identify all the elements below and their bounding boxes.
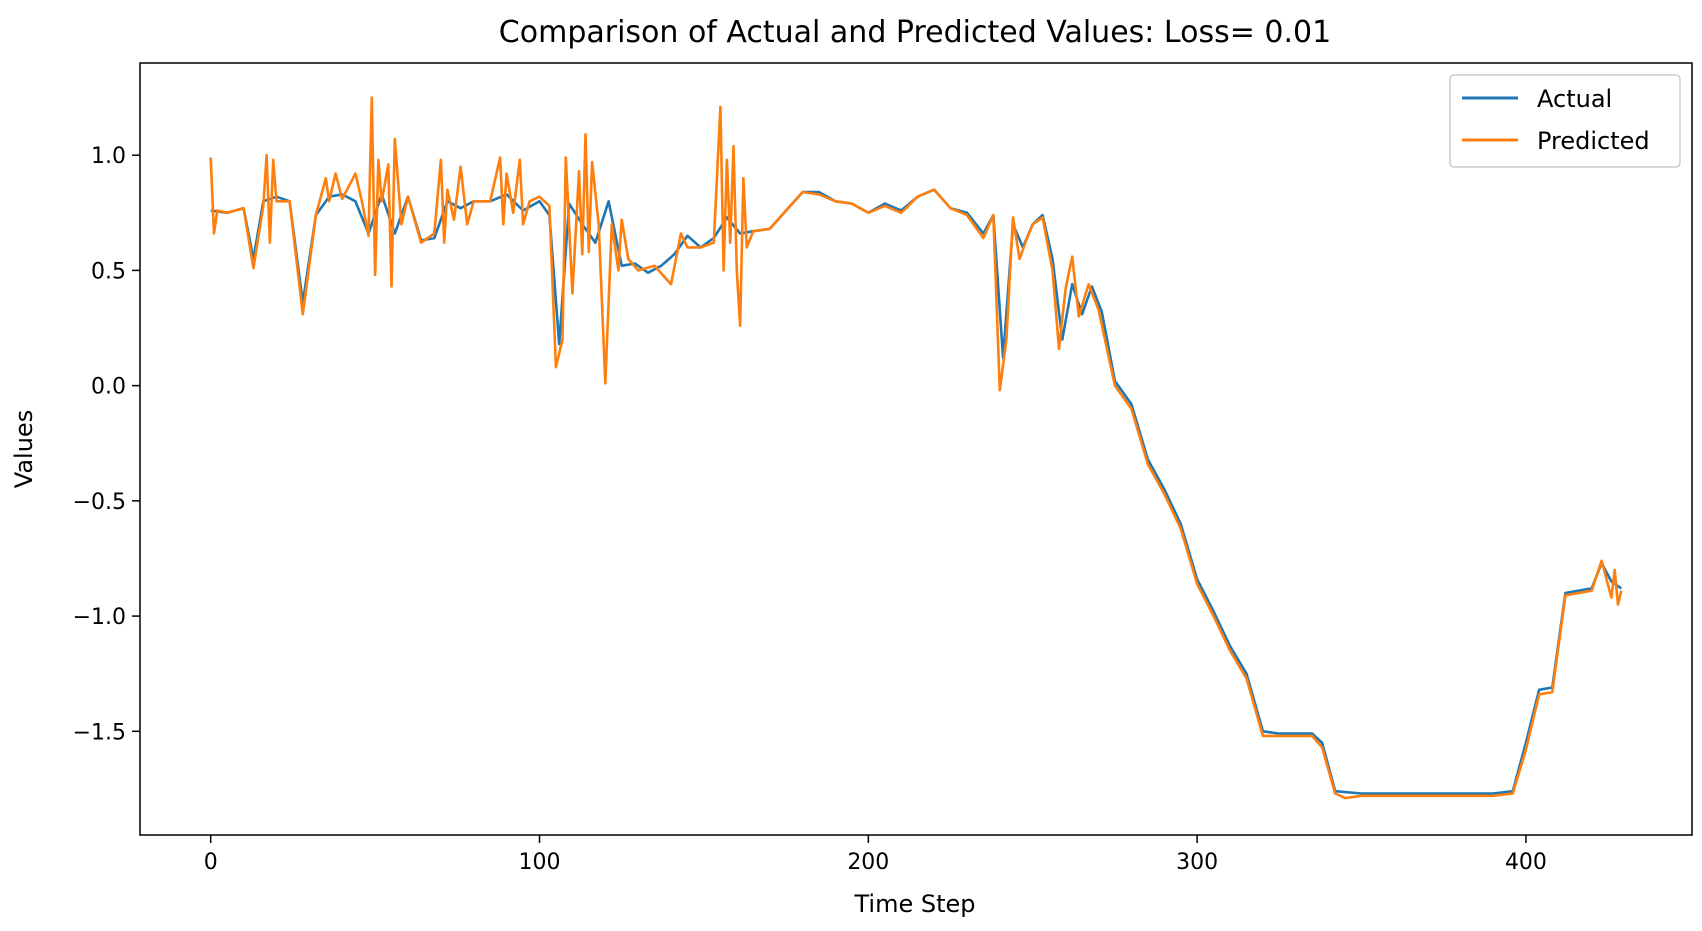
x-tick-label: 200 (847, 850, 889, 875)
x-tick-label: 300 (1176, 850, 1218, 875)
plot-lines (209, 96, 1623, 800)
legend-label-actual: Actual (1537, 85, 1612, 113)
legend: Actual Predicted (1449, 74, 1681, 168)
y-tick-label: 1.0 (91, 144, 126, 169)
y-tick-label: −0.5 (73, 490, 126, 515)
x-tick-label: 0 (204, 850, 218, 875)
series-line-actual (210, 188, 1623, 795)
y-axis-ticks: 1.0 0.5 0.0 −0.5 −1.0 −1.5 (73, 144, 140, 745)
y-tick-label: −1.5 (73, 720, 126, 745)
y-axis-label: Values (10, 410, 38, 488)
x-tick-label: 400 (1505, 850, 1547, 875)
y-tick-label: 0.0 (91, 375, 126, 400)
legend-label-predicted: Predicted (1537, 127, 1650, 155)
chart-title: Comparison of Actual and Predicted Value… (499, 15, 1331, 50)
y-tick-label: −1.0 (73, 605, 126, 630)
axes-frame (139, 62, 1693, 836)
y-tick-label: 0.5 (91, 259, 126, 284)
series-line-predicted (209, 96, 1623, 800)
x-axis-ticks: 0 100 200 300 400 (204, 835, 1547, 875)
x-axis-label: Time Step (853, 890, 975, 918)
x-tick-label: 100 (519, 850, 561, 875)
